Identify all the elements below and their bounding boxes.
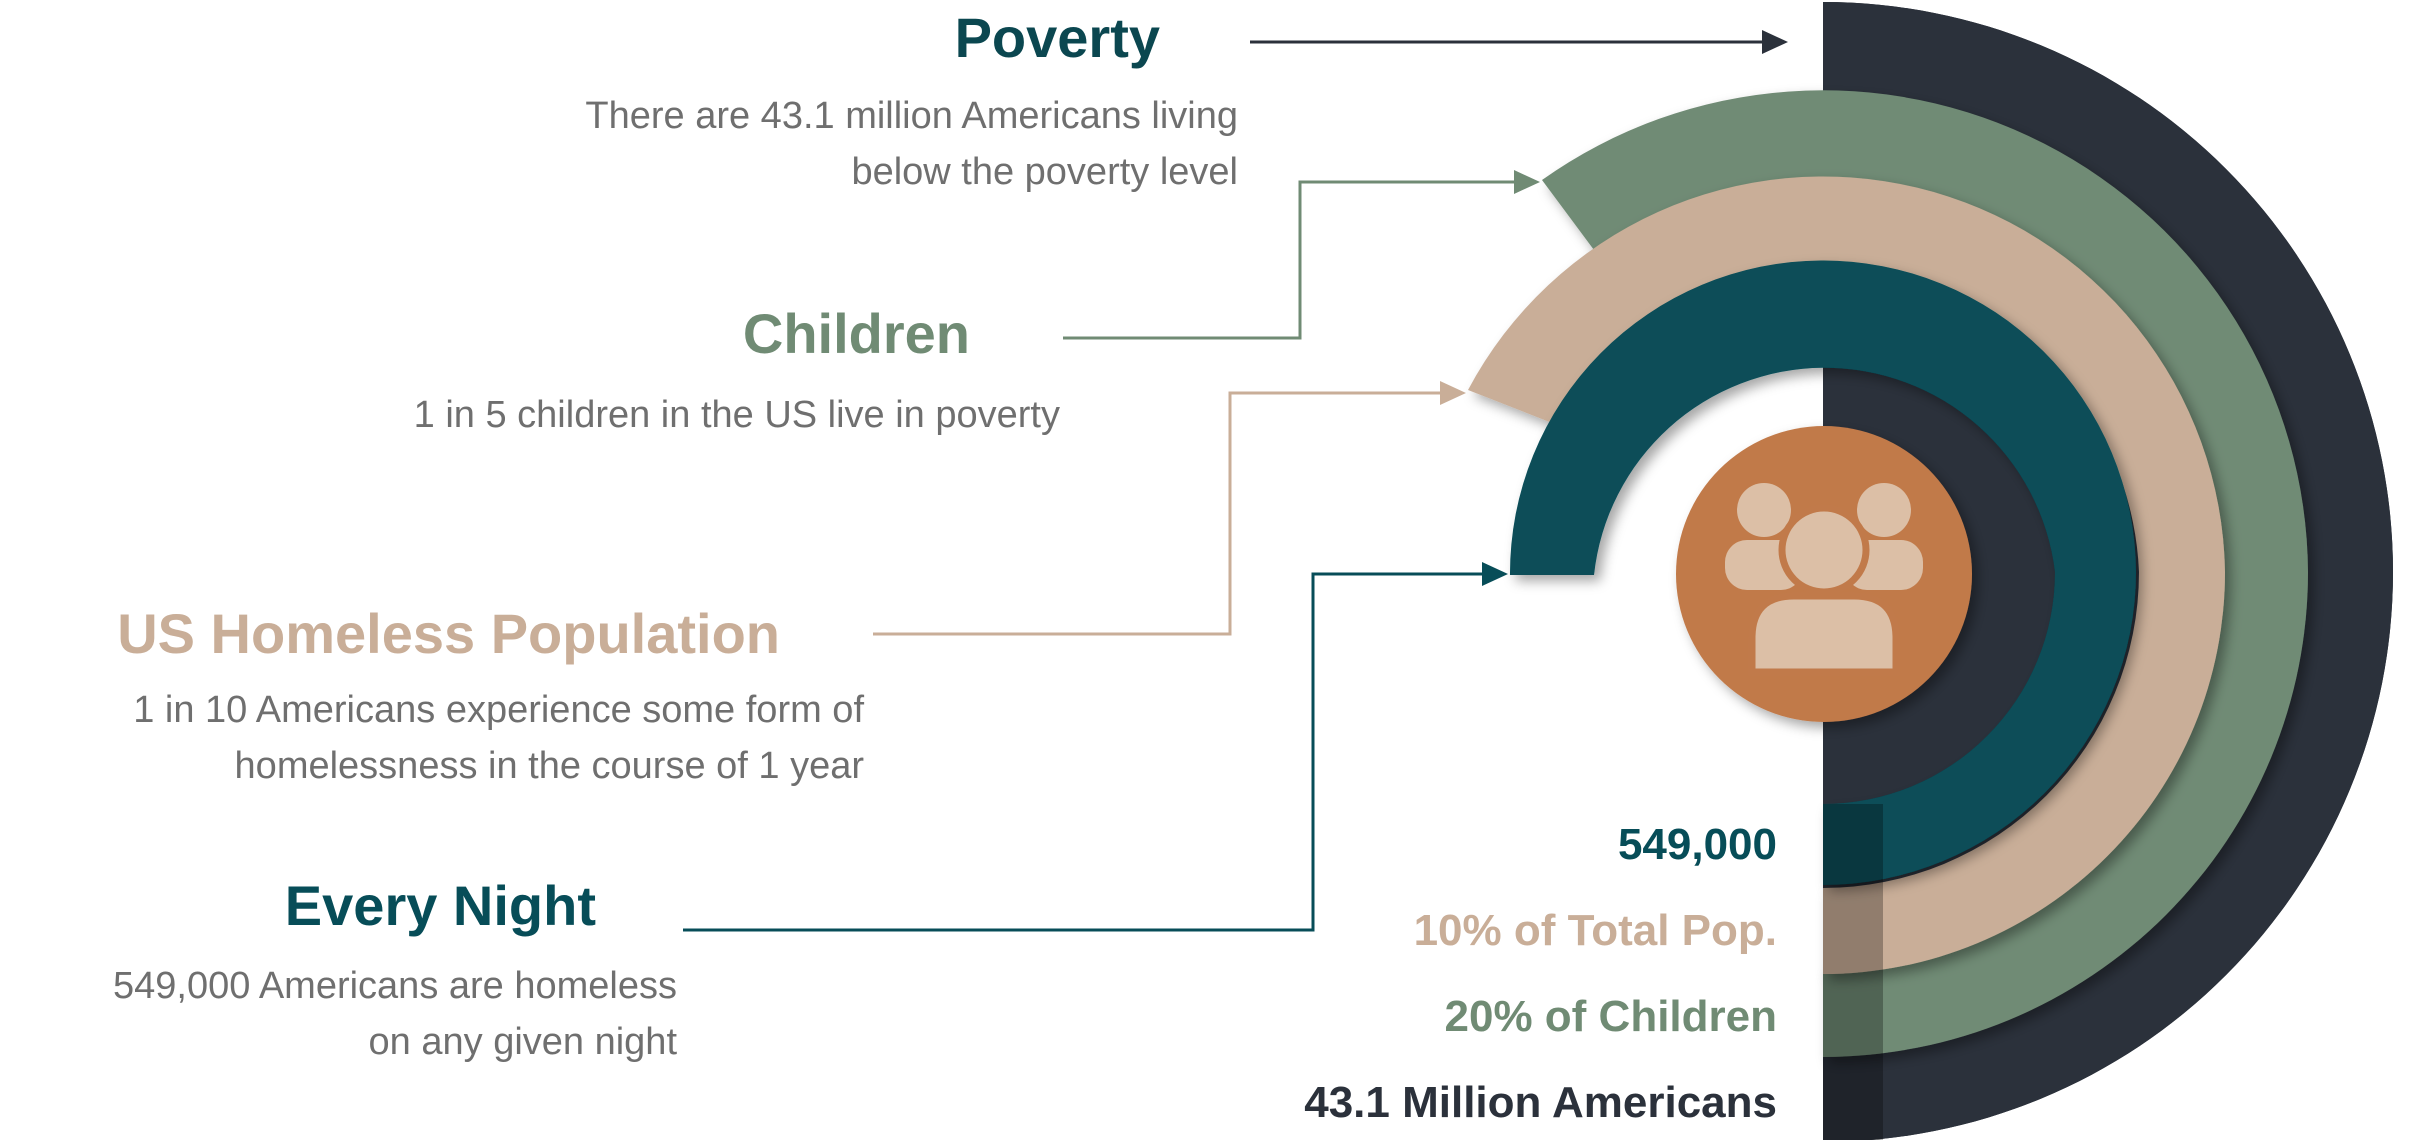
poverty-arc-body <box>1823 2 2393 1140</box>
every-night-connector <box>683 572 1488 932</box>
homeless-arrowhead <box>1440 381 1466 405</box>
stat-overlay-band <box>1823 804 1883 1140</box>
poverty-description-line: There are 43.1 million Americans living <box>585 95 1238 137</box>
group-people-icon <box>1676 426 1972 722</box>
homeless-title: US Homeless Population <box>117 602 780 665</box>
every-night-description: 549,000 Americans are homeless on any gi… <box>113 958 677 1070</box>
every-night-arc <box>1509 260 2136 885</box>
stat-poverty: 43.1 Million Americans <box>1304 1078 1777 1127</box>
poverty-arrowhead <box>1762 30 1788 54</box>
homeless-connector <box>873 391 1446 636</box>
children-description: 1 in 5 children in the US live in povert… <box>414 387 1060 443</box>
children-arrowhead <box>1514 170 1540 194</box>
children-title: Children <box>742 302 970 365</box>
children-connector <box>1063 180 1520 340</box>
stat-every-night: 549,000 <box>1617 820 1777 869</box>
poverty-description: There are 43.1 million Americans living … <box>585 88 1238 200</box>
every-night-arrowhead <box>1482 562 1508 586</box>
children-description-line: 1 in 5 children in the US live in povert… <box>413 394 1060 436</box>
stat-children: 20% of Children <box>1444 992 1778 1041</box>
every-night-description-line: 549,000 Americans are homeless <box>113 965 677 1007</box>
every-night-title: Every Night <box>284 874 596 937</box>
stat-homeless: 10% of Total Pop. <box>1413 906 1777 955</box>
poverty-description-line: below the poverty level <box>851 151 1238 193</box>
every-night-description-line: on any given night <box>368 1021 677 1063</box>
homeless-description-line: 1 in 10 Americans experience some form o… <box>133 689 864 731</box>
children-arc <box>1542 90 2308 1058</box>
poverty-title: Poverty <box>954 6 1160 69</box>
homeless-description-line: homelessness in the course of 1 year <box>234 745 864 787</box>
homeless-description: 1 in 10 Americans experience some form o… <box>133 682 864 794</box>
